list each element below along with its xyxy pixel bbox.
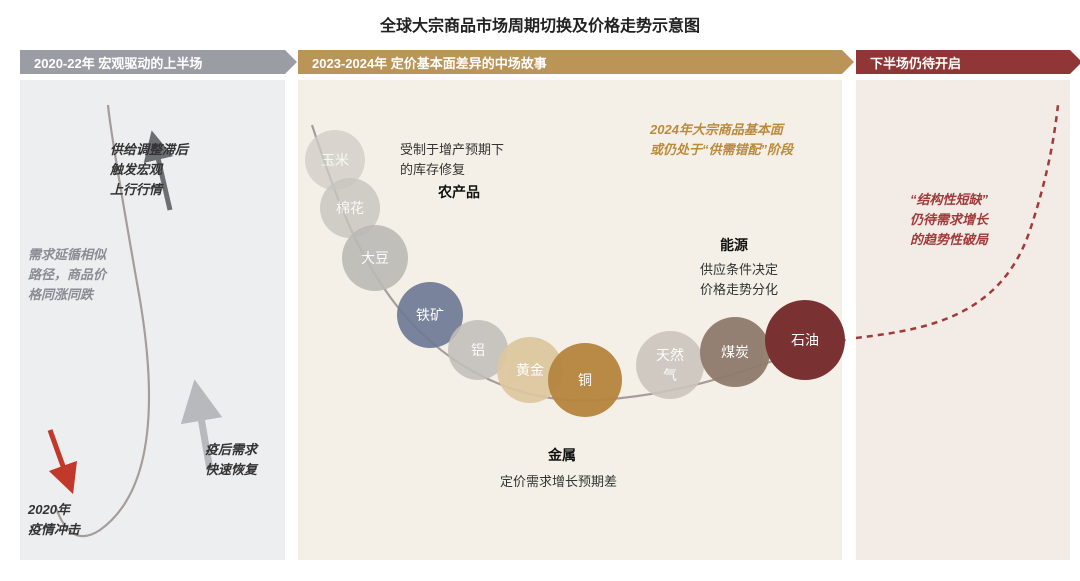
annotation-a5: 受制于增产预期下的库存修复 bbox=[400, 140, 540, 180]
annotation-a6: 农产品 bbox=[438, 182, 518, 204]
panel-p3 bbox=[856, 80, 1070, 560]
annotation-a10: 供应条件决定价格走势分化 bbox=[700, 260, 820, 300]
tab-t3: 下半场仍待开启 bbox=[856, 50, 1070, 74]
commodity-gas: 天然 气 bbox=[636, 331, 704, 399]
commodity-coal: 煤炭 bbox=[700, 317, 770, 387]
annotation-a4: 供给调整滞后触发宏观上行行情 bbox=[110, 140, 220, 200]
commodity-oil: 石油 bbox=[765, 300, 845, 380]
tab-t2: 2023-2024年 定价基本面差异的中场故事 bbox=[298, 50, 842, 74]
tab-label: 2020-22年 宏观驱动的上半场 bbox=[34, 53, 202, 72]
commodity-soy: 大豆 bbox=[342, 225, 408, 291]
annotation-a12: “结构性短缺”仍待需求增长的趋势性破局 bbox=[910, 190, 1060, 250]
tab-t1: 2020-22年 宏观驱动的上半场 bbox=[20, 50, 285, 74]
tab-label: 2023-2024年 定价基本面差异的中场故事 bbox=[312, 53, 547, 72]
tab-label: 下半场仍待开启 bbox=[870, 53, 961, 72]
annotation-a9: 能源 bbox=[720, 235, 780, 257]
annotation-a7: 金属 bbox=[548, 445, 608, 467]
annotation-a11: 2024年大宗商品基本面或仍处于“供需错配”阶段 bbox=[650, 120, 840, 160]
annotation-a2: 2020年疫情冲击 bbox=[28, 500, 118, 540]
annotation-a3: 疫后需求快速恢复 bbox=[205, 440, 285, 480]
annotation-a1: 需求延循相似路径，商品价格同涨同跌 bbox=[28, 245, 138, 305]
chart-title: 全球大宗商品市场周期切换及价格走势示意图 bbox=[0, 12, 1080, 36]
commodity-copper: 铜 bbox=[548, 343, 622, 417]
annotation-a8: 定价需求增长预期差 bbox=[500, 472, 660, 492]
